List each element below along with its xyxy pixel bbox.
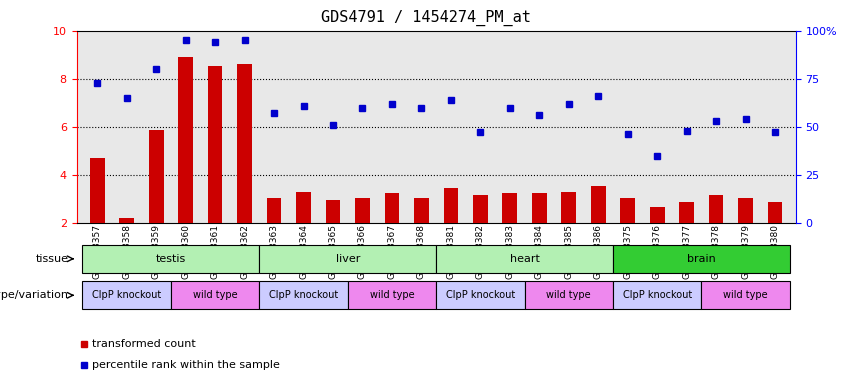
Bar: [738, 197, 753, 223]
Bar: [296, 192, 311, 223]
Text: ClpP knockout: ClpP knockout: [269, 290, 338, 300]
Bar: [768, 202, 782, 223]
Text: transformed count: transformed count: [93, 339, 197, 349]
Bar: [436, 245, 613, 273]
Text: genotype/variation: genotype/variation: [0, 290, 69, 300]
Bar: [83, 281, 171, 310]
Bar: [502, 193, 517, 223]
Bar: [355, 197, 370, 223]
Bar: [524, 281, 613, 310]
Bar: [620, 197, 635, 223]
Text: tissue: tissue: [36, 254, 69, 264]
Text: ClpP knockout: ClpP knockout: [446, 290, 515, 300]
Bar: [260, 281, 348, 310]
Text: brain: brain: [687, 254, 716, 264]
Bar: [149, 130, 163, 223]
Bar: [650, 207, 665, 223]
Bar: [473, 195, 488, 223]
Bar: [178, 57, 193, 223]
Bar: [83, 245, 260, 273]
Bar: [701, 281, 790, 310]
Bar: [90, 158, 105, 223]
Bar: [266, 197, 282, 223]
Bar: [613, 245, 790, 273]
Text: liver: liver: [335, 254, 360, 264]
Bar: [208, 66, 222, 223]
Text: wild type: wild type: [193, 290, 237, 300]
Text: wild type: wild type: [546, 290, 591, 300]
Text: wild type: wild type: [369, 290, 414, 300]
Bar: [414, 197, 429, 223]
Text: testis: testis: [156, 254, 186, 264]
Bar: [260, 245, 436, 273]
Text: heart: heart: [510, 254, 540, 264]
Bar: [119, 218, 134, 223]
Bar: [348, 281, 436, 310]
Bar: [237, 65, 252, 223]
Bar: [532, 193, 546, 223]
Bar: [679, 202, 694, 223]
Bar: [171, 281, 260, 310]
Bar: [562, 192, 576, 223]
Bar: [385, 193, 399, 223]
Text: wild type: wild type: [723, 290, 768, 300]
Bar: [613, 281, 701, 310]
Text: ClpP knockout: ClpP knockout: [623, 290, 692, 300]
Bar: [709, 195, 723, 223]
Bar: [326, 200, 340, 223]
Text: GDS4791 / 1454274_PM_at: GDS4791 / 1454274_PM_at: [321, 10, 530, 26]
Bar: [436, 281, 524, 310]
Text: percentile rank within the sample: percentile rank within the sample: [93, 360, 280, 370]
Bar: [443, 188, 458, 223]
Text: ClpP knockout: ClpP knockout: [92, 290, 162, 300]
Bar: [591, 185, 606, 223]
